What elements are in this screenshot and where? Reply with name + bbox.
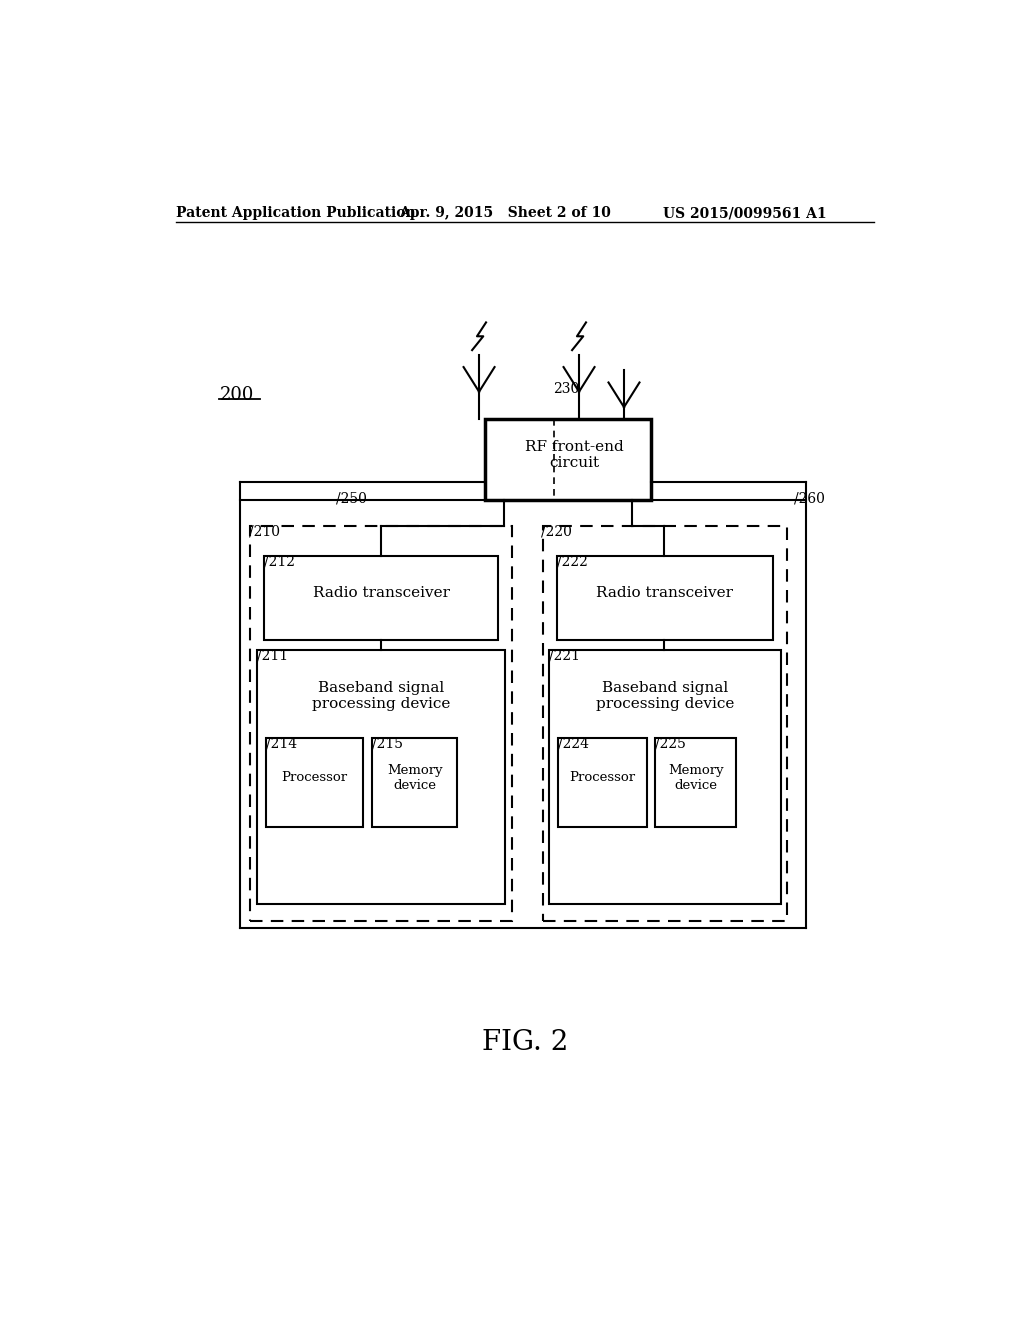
Text: /211: /211 [257,648,288,663]
Text: /210: /210 [249,525,280,539]
Bar [264,556,498,640]
Text: /224: /224 [558,737,589,751]
Text: /221: /221 [549,648,580,663]
Bar [251,527,512,921]
Text: Processor: Processor [282,771,347,784]
Bar [484,418,651,499]
Text: /212: /212 [264,554,295,568]
Text: 230: 230 [553,383,579,396]
Text: Processor: Processor [569,771,636,784]
Text: /214: /214 [266,737,297,751]
Text: FIG. 2: FIG. 2 [481,1028,568,1056]
Text: /250: /250 [336,491,367,506]
Text: Radio transceiver: Radio transceiver [596,586,733,601]
Bar [558,738,647,826]
Text: /225: /225 [655,737,686,751]
Bar [655,738,736,826]
Bar [266,738,362,826]
Text: /222: /222 [557,554,588,568]
Text: Radio transceiver: Radio transceiver [312,586,450,601]
Bar [543,527,786,921]
Text: /215: /215 [372,737,403,751]
Bar [257,649,506,904]
Text: Memory
device: Memory device [668,764,724,792]
Bar [549,649,780,904]
Text: Patent Application Publication: Patent Application Publication [176,206,416,220]
Text: RF front-end
circuit: RF front-end circuit [524,441,624,470]
Text: Apr. 9, 2015   Sheet 2 of 10: Apr. 9, 2015 Sheet 2 of 10 [399,206,611,220]
Text: US 2015/0099561 A1: US 2015/0099561 A1 [663,206,826,220]
Text: 200: 200 [219,385,254,404]
Text: Baseband signal
processing device: Baseband signal processing device [596,681,734,711]
Text: Memory
device: Memory device [387,764,442,792]
Text: /220: /220 [541,525,572,539]
Text: /260: /260 [795,491,825,506]
Text: .....: ..... [506,411,524,424]
Text: Baseband signal
processing device: Baseband signal processing device [312,681,451,711]
Text: .....: ..... [605,411,625,424]
Bar [372,738,458,826]
Bar [557,556,773,640]
